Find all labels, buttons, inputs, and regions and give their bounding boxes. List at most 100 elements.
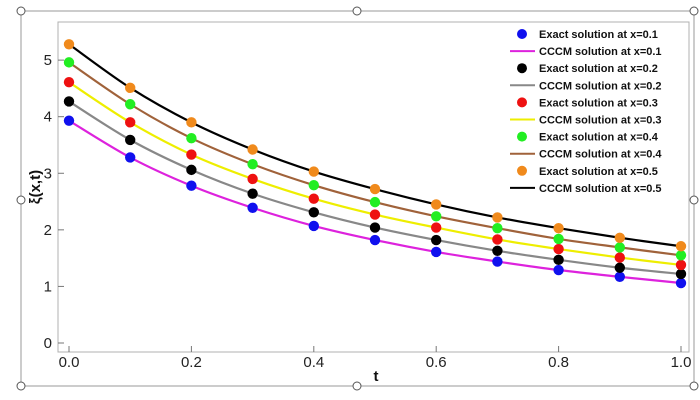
- legend: Exact solution at x=0.1 CCCM solution at …: [510, 29, 662, 195]
- exact-point-x-0.2: [492, 245, 503, 256]
- exact-point-x-0.3: [431, 222, 442, 233]
- exact-point-x-0.1: [431, 246, 442, 258]
- exact-point-x-0.2: [369, 222, 381, 233]
- exact-point-x-0.3: [308, 193, 319, 204]
- exact-point-x-0.5: [369, 183, 381, 195]
- exact-point-x-0.3: [675, 259, 687, 271]
- x-tick-label: 0.8: [548, 354, 569, 371]
- legend-label: CCCM solution at x=0.3: [539, 115, 662, 127]
- exact-point-x-0.3: [63, 76, 75, 88]
- exact-point-x-0.5: [614, 232, 625, 243]
- cccm-line-x-0.5: [68, 43, 682, 248]
- legend-marker: [517, 29, 527, 39]
- exact-point-x-0.4: [492, 222, 503, 234]
- legend-label: CCCM solution at x=0.1: [539, 46, 662, 58]
- series-lines: [68, 43, 682, 285]
- exact-point-x-0.4: [369, 196, 381, 208]
- x-tick-label: 0.0: [59, 354, 80, 371]
- exact-point-x-0.5: [186, 117, 197, 128]
- x-tick-label: 0.6: [426, 354, 447, 371]
- legend-label: CCCM solution at x=0.4: [539, 149, 662, 161]
- y-tick-label: 2: [44, 222, 52, 239]
- x-tick-label: 0.2: [181, 354, 202, 371]
- exact-point-x-0.4: [675, 250, 687, 261]
- exact-point-x-0.1: [125, 152, 136, 163]
- y-tick-label: 3: [44, 165, 52, 182]
- x-tick-label: 1.0: [671, 354, 692, 371]
- exact-point-x-0.2: [675, 268, 687, 280]
- x-tick-label: 0.4: [303, 354, 324, 371]
- exact-point-x-0.1: [247, 202, 258, 213]
- y-tick-label: 1: [44, 278, 52, 295]
- resize-handle-top-left[interactable]: [16, 6, 26, 16]
- resize-handle-top-right[interactable]: [689, 6, 699, 16]
- legend-label: CCCM solution at x=0.5: [539, 183, 662, 195]
- exact-point-x-0.1: [614, 271, 625, 283]
- resize-handle-bottom-center[interactable]: [352, 381, 362, 391]
- exact-point-x-0.3: [614, 252, 625, 263]
- exact-point-x-0.1: [308, 220, 319, 232]
- legend-marker: [517, 63, 527, 74]
- resize-handle-top-center[interactable]: [352, 6, 362, 16]
- resize-handles[interactable]: [16, 6, 699, 391]
- exact-point-x-0.2: [431, 234, 442, 246]
- plot-area: [57, 21, 690, 353]
- exact-point-x-0.4: [308, 179, 319, 191]
- exact-point-x-0.2: [614, 262, 625, 273]
- exact-point-x-0.3: [247, 173, 258, 185]
- exact-point-x-0.5: [308, 166, 319, 177]
- exact-point-x-0.5: [492, 212, 503, 223]
- cccm-line-x-0.3: [68, 81, 682, 267]
- exact-point-x-0.1: [675, 277, 687, 289]
- resize-handle-middle-left[interactable]: [16, 195, 26, 205]
- exact-point-x-0.4: [431, 211, 442, 222]
- legend-marker: [517, 165, 527, 176]
- legend-label: Exact solution at x=0.1: [539, 29, 658, 41]
- exact-point-x-0.4: [125, 99, 136, 110]
- legend-label: Exact solution at x=0.4: [539, 132, 659, 144]
- exact-point-x-0.2: [553, 254, 564, 266]
- exact-point-x-0.1: [369, 234, 381, 246]
- legend-label: CCCM solution at x=0.2: [539, 80, 662, 92]
- exact-point-x-0.2: [247, 188, 258, 199]
- legend-label: Exact solution at x=0.5: [539, 166, 658, 178]
- exact-point-x-0.4: [614, 242, 625, 253]
- legend-marker: [517, 131, 527, 142]
- exact-point-x-0.2: [63, 96, 75, 107]
- exact-point-x-0.3: [186, 149, 197, 160]
- cccm-line-x-0.2: [68, 100, 682, 276]
- y-axis-title: ξ(x,t): [27, 170, 44, 204]
- exact-point-x-0.3: [492, 234, 503, 245]
- exact-point-x-0.3: [553, 243, 564, 255]
- exact-point-x-0.3: [369, 209, 381, 220]
- y-tick-label: 4: [44, 109, 52, 126]
- exact-point-x-0.1: [186, 180, 197, 191]
- y-tick-label: 0: [44, 335, 52, 352]
- x-axis-title: t: [374, 368, 379, 385]
- legend-label: Exact solution at x=0.3: [539, 97, 658, 109]
- exact-point-x-0.1: [63, 115, 75, 126]
- exact-point-x-0.5: [431, 199, 442, 210]
- exact-point-x-0.4: [553, 233, 564, 245]
- exact-point-x-0.5: [675, 241, 687, 252]
- exact-point-x-0.2: [125, 134, 136, 146]
- exact-point-x-0.1: [492, 256, 503, 267]
- exact-point-x-0.4: [186, 132, 197, 144]
- resize-handle-middle-right[interactable]: [689, 195, 699, 205]
- resize-handle-bottom-right[interactable]: [689, 381, 699, 391]
- resize-handle-bottom-left[interactable]: [16, 381, 26, 391]
- exact-point-x-0.5: [125, 82, 136, 94]
- legend-label: Exact solution at x=0.2: [539, 63, 658, 75]
- cccm-line-x-0.4: [68, 61, 682, 257]
- exact-point-x-0.4: [63, 57, 75, 68]
- series-markers: [63, 39, 687, 289]
- exact-point-x-0.4: [247, 159, 258, 170]
- exact-point-x-0.5: [553, 222, 564, 234]
- exact-point-x-0.5: [247, 144, 258, 155]
- exact-point-x-0.2: [186, 164, 197, 176]
- exact-point-x-0.2: [308, 207, 319, 218]
- legend-marker: [517, 97, 527, 108]
- y-tick-label: 5: [44, 52, 52, 69]
- exact-point-x-0.5: [63, 39, 75, 50]
